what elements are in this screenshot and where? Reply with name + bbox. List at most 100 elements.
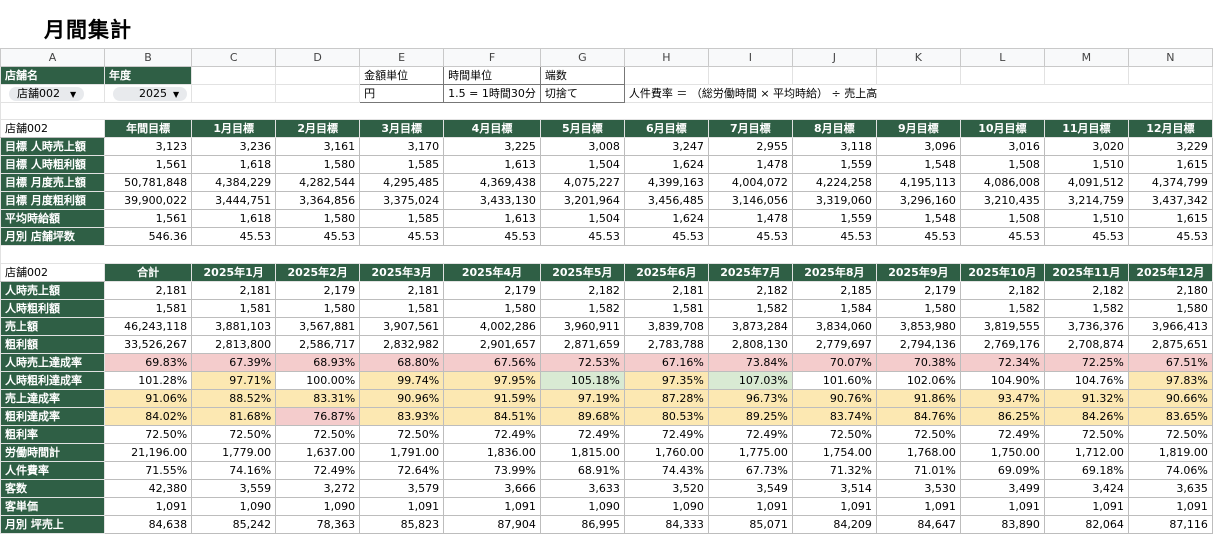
data-cell[interactable]: 84.02% xyxy=(103,407,193,426)
data-cell[interactable]: 3,549 xyxy=(707,479,793,498)
data-cell[interactable]: 67.39% xyxy=(191,353,277,372)
data-cell[interactable]: 83,890 xyxy=(959,515,1045,534)
data-cell[interactable]: 84,647 xyxy=(875,515,961,534)
data-cell[interactable]: 97.19% xyxy=(539,389,625,408)
data-cell[interactable]: 3,444,751 xyxy=(191,191,277,210)
data-cell[interactable]: 2,708,874 xyxy=(1043,335,1129,354)
data-cell[interactable]: 3,210,435 xyxy=(959,191,1045,210)
data-cell[interactable]: 2,901,657 xyxy=(443,335,541,354)
data-cell[interactable]: 1,580 xyxy=(1127,299,1213,318)
amount-unit-value[interactable]: 円 xyxy=(359,84,445,103)
data-cell[interactable]: 3,296,160 xyxy=(875,191,961,210)
data-cell[interactable]: 101.60% xyxy=(791,371,877,390)
data-cell[interactable]: 84,333 xyxy=(623,515,709,534)
data-cell[interactable]: 84,209 xyxy=(791,515,877,534)
data-cell[interactable]: 84.26% xyxy=(1043,407,1129,426)
data-cell[interactable]: 2,179 xyxy=(875,281,961,300)
data-cell[interactable]: 1,090 xyxy=(539,497,625,516)
data-cell[interactable]: 4,369,438 xyxy=(443,173,541,192)
data-cell[interactable]: 72.49% xyxy=(623,425,709,444)
data-cell[interactable]: 1,624 xyxy=(623,209,709,228)
data-cell[interactable]: 1,091 xyxy=(359,497,445,516)
data-cell[interactable]: 1,618 xyxy=(191,209,277,228)
data-cell[interactable]: 42,380 xyxy=(103,479,193,498)
data-cell[interactable]: 3,118 xyxy=(791,137,877,156)
data-cell[interactable]: 3,225 xyxy=(443,137,541,156)
data-cell[interactable]: 3,907,561 xyxy=(359,317,445,336)
data-cell[interactable]: 4,195,113 xyxy=(875,173,961,192)
data-cell[interactable]: 69.83% xyxy=(103,353,193,372)
column-header-h[interactable]: H xyxy=(623,48,709,67)
data-cell[interactable]: 1,775.00 xyxy=(707,443,793,462)
data-cell[interactable]: 72.50% xyxy=(875,425,961,444)
data-cell[interactable]: 1,580 xyxy=(275,299,361,318)
data-cell[interactable]: 74.16% xyxy=(191,461,277,480)
data-cell[interactable]: 67.51% xyxy=(1127,353,1213,372)
data-cell[interactable]: 84.76% xyxy=(875,407,961,426)
data-cell[interactable]: 82,064 xyxy=(1043,515,1129,534)
data-cell[interactable]: 87,904 xyxy=(443,515,541,534)
data-cell[interactable]: 33,526,267 xyxy=(103,335,193,354)
data-cell[interactable]: 85,071 xyxy=(707,515,793,534)
data-cell[interactable]: 88.52% xyxy=(191,389,277,408)
data-cell[interactable]: 3,016 xyxy=(959,137,1045,156)
data-cell[interactable]: 45.53 xyxy=(275,227,361,246)
data-cell[interactable]: 1,508 xyxy=(959,155,1045,174)
data-cell[interactable]: 72.49% xyxy=(959,425,1045,444)
data-cell[interactable]: 4,282,544 xyxy=(275,173,361,192)
data-cell[interactable]: 1,091 xyxy=(1127,497,1213,516)
data-cell[interactable]: 72.49% xyxy=(539,425,625,444)
data-cell[interactable]: 83.93% xyxy=(359,407,445,426)
data-cell[interactable]: 1,580 xyxy=(275,155,361,174)
data-cell[interactable]: 1,750.00 xyxy=(959,443,1045,462)
data-cell[interactable]: 3,736,376 xyxy=(1043,317,1129,336)
column-header-c[interactable]: C xyxy=(191,48,277,67)
data-cell[interactable]: 69.09% xyxy=(959,461,1045,480)
data-cell[interactable]: 1,091 xyxy=(103,497,193,516)
data-cell[interactable]: 3,433,130 xyxy=(443,191,541,210)
data-cell[interactable]: 89.68% xyxy=(539,407,625,426)
data-cell[interactable]: 3,424 xyxy=(1043,479,1129,498)
data-cell[interactable]: 72.50% xyxy=(791,425,877,444)
data-cell[interactable]: 2,955 xyxy=(707,137,793,156)
data-cell[interactable]: 3,146,056 xyxy=(707,191,793,210)
data-cell[interactable]: 68.91% xyxy=(539,461,625,480)
data-cell[interactable]: 1,508 xyxy=(959,209,1045,228)
data-cell[interactable]: 72.50% xyxy=(1127,425,1213,444)
data-cell[interactable]: 3,966,413 xyxy=(1127,317,1213,336)
data-cell[interactable]: 1,581 xyxy=(191,299,277,318)
data-cell[interactable]: 1,819.00 xyxy=(1127,443,1213,462)
data-cell[interactable]: 72.50% xyxy=(275,425,361,444)
data-cell[interactable]: 45.53 xyxy=(707,227,793,246)
data-cell[interactable]: 1,091 xyxy=(791,497,877,516)
data-cell[interactable]: 2,181 xyxy=(103,281,193,300)
data-cell[interactable]: 67.73% xyxy=(707,461,793,480)
column-header-l[interactable]: L xyxy=(959,48,1045,67)
data-cell[interactable]: 3,960,911 xyxy=(539,317,625,336)
time-unit-value[interactable]: 1.5 = 1時間30分 xyxy=(443,84,541,103)
data-cell[interactable]: 97.71% xyxy=(191,371,277,390)
data-cell[interactable]: 46,243,118 xyxy=(103,317,193,336)
data-cell[interactable]: 1,760.00 xyxy=(623,443,709,462)
data-cell[interactable]: 3,834,060 xyxy=(791,317,877,336)
data-cell[interactable]: 96.73% xyxy=(707,389,793,408)
data-cell[interactable]: 4,374,799 xyxy=(1127,173,1213,192)
data-cell[interactable]: 2,181 xyxy=(623,281,709,300)
data-cell[interactable]: 102.06% xyxy=(875,371,961,390)
data-cell[interactable]: 1,478 xyxy=(707,155,793,174)
data-cell[interactable]: 76.87% xyxy=(275,407,361,426)
data-cell[interactable]: 3,633 xyxy=(539,479,625,498)
data-cell[interactable]: 1,712.00 xyxy=(1043,443,1129,462)
data-cell[interactable]: 2,779,697 xyxy=(791,335,877,354)
data-cell[interactable]: 3,456,485 xyxy=(623,191,709,210)
data-cell[interactable]: 2,185 xyxy=(791,281,877,300)
data-cell[interactable]: 1,581 xyxy=(359,299,445,318)
data-cell[interactable]: 72.49% xyxy=(707,425,793,444)
data-cell[interactable]: 1,559 xyxy=(791,155,877,174)
data-cell[interactable]: 2,875,651 xyxy=(1127,335,1213,354)
data-cell[interactable]: 72.49% xyxy=(275,461,361,480)
data-cell[interactable]: 85,823 xyxy=(359,515,445,534)
data-cell[interactable]: 1,613 xyxy=(443,155,541,174)
data-cell[interactable]: 45.53 xyxy=(539,227,625,246)
data-cell[interactable]: 1,585 xyxy=(359,155,445,174)
